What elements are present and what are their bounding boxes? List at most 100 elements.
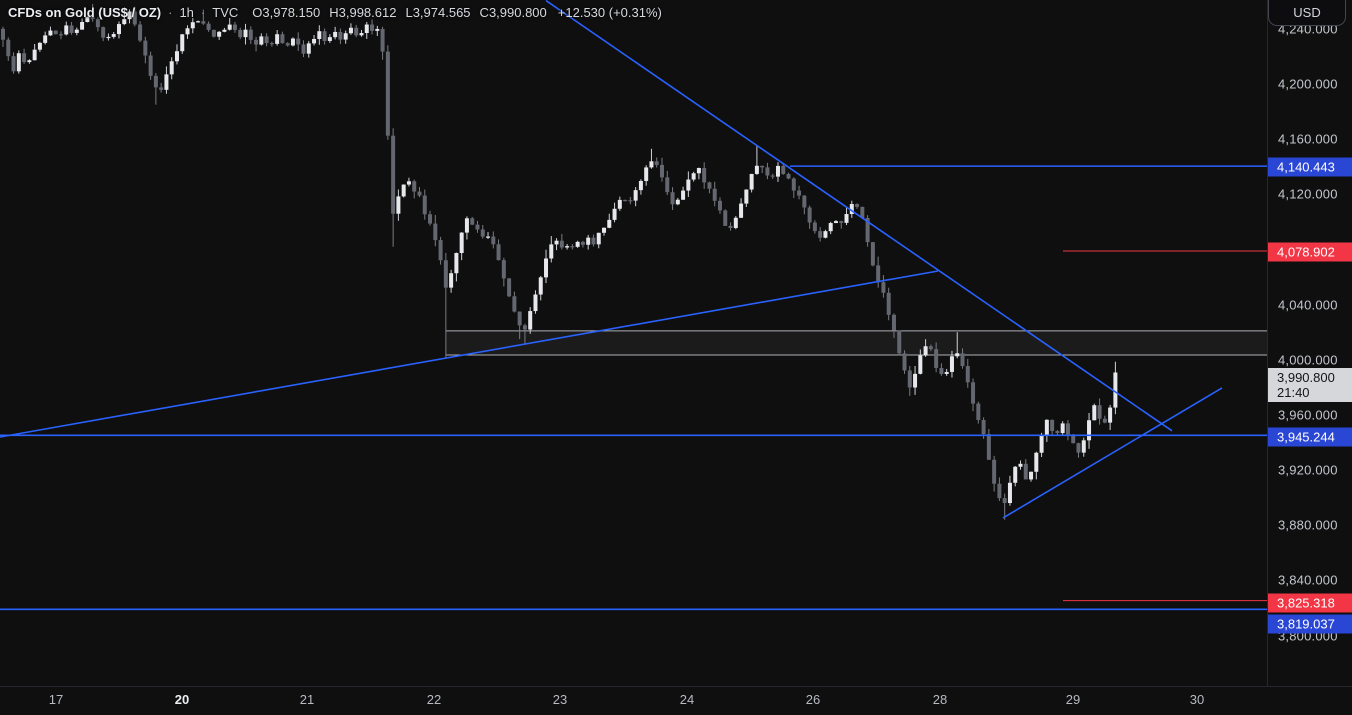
supply-zone-rectangle bbox=[446, 330, 1267, 355]
down-candle bbox=[1055, 431, 1060, 434]
down-candle bbox=[143, 40, 148, 56]
up-candle bbox=[1081, 440, 1086, 453]
price-tick: 4,120.000 bbox=[1278, 186, 1338, 202]
down-candle bbox=[391, 135, 396, 214]
down-candle bbox=[254, 39, 259, 45]
down-candle bbox=[839, 221, 844, 223]
last-price: 3,990.800 bbox=[1277, 370, 1335, 386]
down-candle bbox=[470, 218, 475, 225]
down-candle bbox=[58, 34, 63, 36]
down-candle bbox=[501, 260, 506, 279]
up-candle bbox=[327, 37, 332, 41]
close-value: C3,990.800 bbox=[479, 4, 547, 20]
time-axis[interactable]: 17 20 21 22 23 24 26 28 29 30 bbox=[0, 687, 1352, 715]
up-candle bbox=[43, 35, 48, 43]
candle-wick bbox=[956, 332, 958, 359]
up-candle bbox=[32, 49, 37, 61]
open-value: O3,978.150 bbox=[252, 4, 321, 20]
up-candle bbox=[549, 244, 554, 259]
up-candle bbox=[575, 241, 580, 247]
currency-button[interactable]: USD bbox=[1268, 0, 1346, 26]
down-candle bbox=[976, 403, 981, 421]
candle-wick bbox=[1004, 493, 1006, 520]
up-candle bbox=[596, 232, 601, 245]
down-candle bbox=[870, 242, 875, 266]
down-candle bbox=[211, 29, 216, 37]
up-candle bbox=[401, 184, 406, 197]
up-candle bbox=[486, 236, 491, 238]
up-candle bbox=[359, 33, 364, 36]
currency-button-label: USD bbox=[1293, 5, 1321, 20]
down-candle bbox=[480, 229, 485, 237]
down-candle bbox=[670, 192, 675, 205]
down-candle bbox=[786, 174, 791, 179]
down-candle bbox=[965, 366, 970, 383]
ascending-support-long-trendline bbox=[0, 270, 939, 438]
time-tick-24: 24 bbox=[679, 692, 695, 707]
down-candle bbox=[90, 17, 95, 20]
candle-wick bbox=[155, 73, 157, 105]
up-candle bbox=[828, 223, 833, 232]
up-candle bbox=[290, 38, 295, 46]
down-candle bbox=[269, 43, 274, 45]
price-tick: 4,000.000 bbox=[1278, 352, 1338, 368]
time-tick-20: 20 bbox=[174, 692, 190, 707]
down-candle bbox=[1097, 405, 1102, 419]
down-candle bbox=[385, 51, 390, 136]
up-candle bbox=[681, 190, 686, 200]
down-candle bbox=[807, 207, 812, 223]
down-candle bbox=[802, 195, 807, 208]
up-candle bbox=[675, 199, 680, 205]
down-candle bbox=[433, 223, 438, 241]
down-candle bbox=[934, 349, 939, 368]
down-candle bbox=[132, 11, 137, 25]
exchange-label: TVC bbox=[212, 4, 239, 20]
down-candle bbox=[507, 278, 512, 297]
support-price-label: 4,140.443 bbox=[1267, 157, 1352, 177]
up-candle bbox=[449, 273, 454, 288]
up-candle bbox=[565, 246, 570, 248]
down-candle bbox=[422, 195, 427, 215]
down-candle bbox=[11, 56, 16, 72]
price-axis[interactable]: 4,240.000 4,200.000 4,160.000 4,120.000 4,04… bbox=[1267, 0, 1352, 686]
up-candle bbox=[217, 31, 222, 37]
low-value: L3,974.565 bbox=[405, 4, 471, 20]
candlestick-chart-pane[interactable] bbox=[0, 0, 1267, 686]
bar-countdown: 21:40 bbox=[1277, 385, 1310, 401]
up-candle bbox=[243, 29, 248, 38]
price-tick: 3,960.000 bbox=[1278, 407, 1338, 423]
down-candle bbox=[876, 265, 881, 283]
up-candle bbox=[364, 24, 369, 34]
up-candle bbox=[306, 43, 311, 54]
time-tick-30: 30 bbox=[1189, 692, 1205, 707]
price-tick: 3,880.000 bbox=[1278, 517, 1338, 533]
down-candle bbox=[264, 36, 269, 44]
down-candle bbox=[717, 200, 722, 211]
down-candle bbox=[665, 177, 670, 193]
header-separator: · bbox=[200, 4, 206, 20]
down-candle bbox=[380, 28, 385, 52]
up-candle bbox=[111, 34, 116, 37]
up-candle bbox=[923, 346, 928, 356]
down-candle bbox=[153, 75, 158, 88]
down-candle bbox=[206, 23, 211, 30]
up-candle bbox=[617, 199, 622, 209]
down-candle bbox=[765, 167, 770, 176]
down-candle bbox=[370, 24, 375, 31]
down-candle bbox=[296, 38, 301, 45]
up-candle bbox=[275, 34, 280, 44]
up-candle bbox=[85, 17, 90, 23]
up-candle bbox=[528, 311, 533, 330]
down-candle bbox=[855, 204, 860, 207]
up-candle bbox=[1092, 405, 1097, 421]
timeframe-label: 1h bbox=[179, 4, 194, 20]
down-candle bbox=[986, 434, 991, 460]
up-candle bbox=[348, 27, 353, 34]
up-candle bbox=[1113, 372, 1118, 408]
down-candle bbox=[997, 483, 1002, 499]
up-candle bbox=[833, 221, 838, 224]
up-candle bbox=[164, 74, 169, 90]
symbol-title: CFDs on Gold (US$ / OZ) bbox=[8, 4, 162, 20]
up-candle bbox=[1060, 423, 1065, 434]
support-price-label: 3,819.037 bbox=[1267, 614, 1352, 634]
